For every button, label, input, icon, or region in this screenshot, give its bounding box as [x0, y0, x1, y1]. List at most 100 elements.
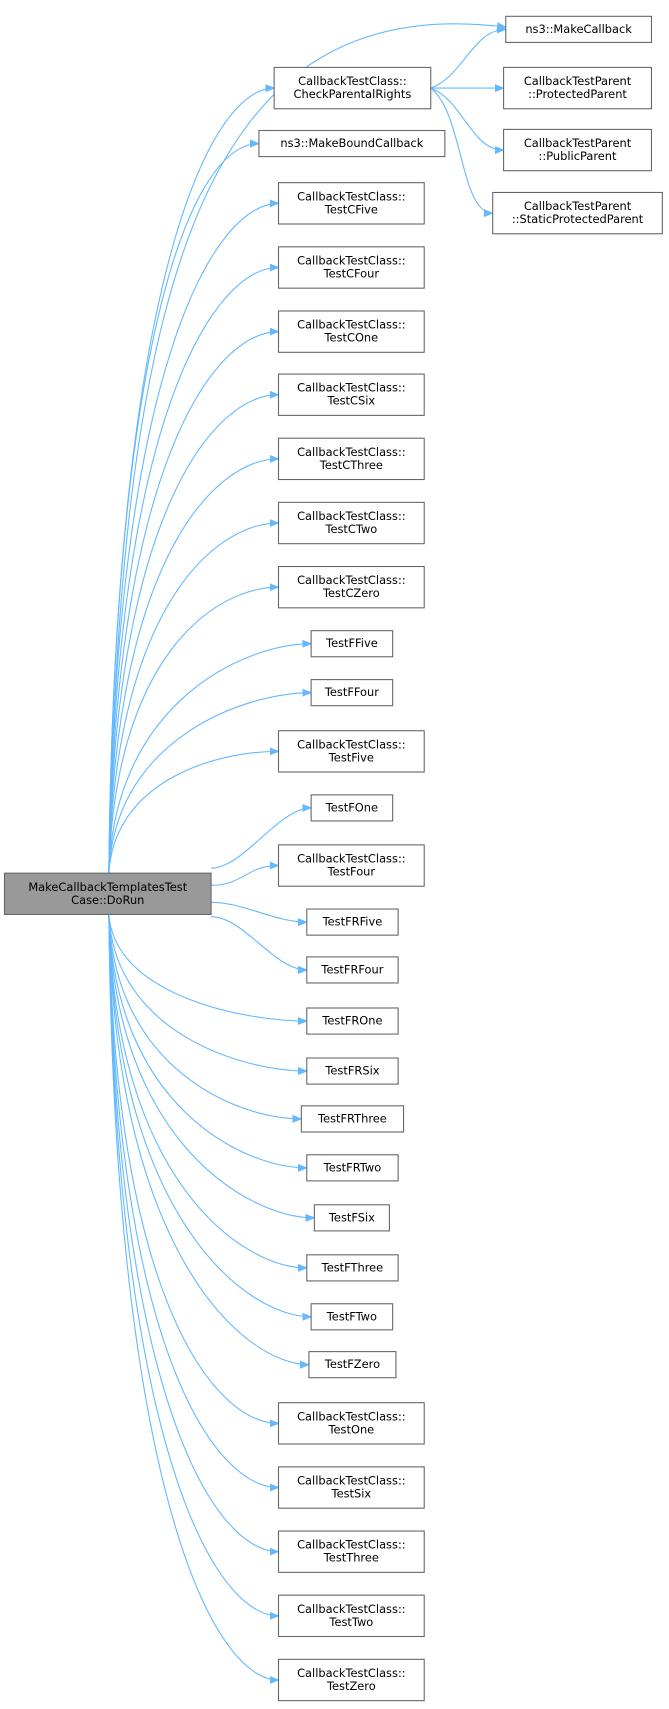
edge [108, 914, 311, 1316]
node-label: CallbackTestClass:: [297, 852, 406, 866]
node-box [308, 1351, 397, 1379]
node: CallbackTestClass::TestSix [277, 1466, 425, 1509]
edge [108, 914, 301, 1118]
edge [108, 914, 307, 1071]
node: TestFRSix [306, 1057, 399, 1085]
node-label: CallbackTestClass:: [297, 1602, 406, 1616]
node-label: TestFRTwo [323, 1160, 382, 1174]
node-label: TestSix [331, 1487, 372, 1501]
edge [108, 914, 307, 1267]
edge [430, 29, 506, 89]
node-label: TestFFour [324, 685, 379, 699]
node-box [306, 1254, 399, 1282]
node-label: TestFRFour [320, 962, 383, 976]
node-label: CallbackTestClass:: [297, 737, 406, 751]
node: TestFRTwo [306, 1154, 399, 1182]
node: TestFRFour [306, 956, 399, 984]
node-label: CallbackTestClass:: [297, 1666, 406, 1680]
edge [211, 901, 307, 922]
node-box [277, 1530, 425, 1573]
node-box [492, 191, 663, 235]
node-label: TestCTwo [324, 522, 377, 536]
node-label: CallbackTestClass:: [297, 1409, 406, 1423]
node-label: CheckParentalRights [294, 87, 412, 101]
edge [108, 144, 259, 874]
node: CallbackTestClass::TestZero [277, 1658, 425, 1702]
node-label: CallbackTestClass:: [297, 573, 406, 587]
node-label: CallbackTestParent [524, 136, 632, 150]
node-label: CallbackTestClass:: [297, 189, 406, 203]
node-box [310, 1303, 394, 1331]
node: TestFSix [313, 1204, 390, 1232]
node-label: TestCZero [322, 586, 380, 600]
edge [211, 916, 307, 970]
edge [108, 332, 279, 874]
node: CallbackTestClass::TestThree [277, 1530, 425, 1573]
node-label: MakeCallbackTemplatesTest [28, 880, 187, 894]
edge [108, 914, 279, 1423]
node-label: TestFRSix [324, 1064, 379, 1078]
edge [108, 914, 279, 1615]
edge [211, 866, 278, 886]
edge [108, 24, 506, 874]
node-box [273, 66, 432, 110]
node: CallbackTestClass::TestCThree [277, 437, 425, 481]
node: CallbackTestClass::TestCSix [277, 373, 425, 416]
node-label: TestFZero [324, 1357, 380, 1371]
node-label: TestCFive [324, 202, 378, 216]
node-label: TestFROne [321, 1014, 382, 1028]
node-box [277, 437, 425, 481]
node: CallbackTestParent::StaticProtectedParen… [492, 191, 663, 235]
node: CallbackTestClass::TestFive [277, 730, 425, 773]
node-box [277, 565, 425, 609]
node: ns3::MakeBoundCallback [258, 129, 446, 158]
node: CallbackTestClass::TestTwo [277, 1594, 425, 1638]
node-label: ns3::MakeBoundCallback [280, 136, 423, 150]
node-box [277, 1402, 425, 1445]
node-box [306, 1057, 399, 1085]
nodes: MakeCallbackTemplatesTestCase::DoRunCall… [3, 15, 663, 1702]
edge [108, 644, 311, 874]
node: TestFThree [306, 1254, 399, 1282]
node: TestFFour [310, 679, 394, 707]
node-box [258, 129, 446, 158]
node-box [277, 246, 425, 289]
node-label: CallbackTestClass:: [297, 1474, 406, 1488]
node-box [306, 956, 399, 984]
node-label: TestThree [323, 1551, 379, 1565]
edge [108, 523, 279, 874]
node: TestFFive [310, 630, 394, 658]
node-box [277, 730, 425, 773]
node: CallbackTestClass::TestCZero [277, 565, 425, 609]
node: CallbackTestClass::CheckParentalRights [273, 66, 432, 110]
node-label: TestFour [327, 865, 376, 879]
node: CallbackTestParent::PublicParent [503, 128, 653, 172]
edge [108, 914, 279, 1551]
node: TestFZero [308, 1351, 397, 1379]
node-label: CallbackTestClass:: [298, 74, 407, 88]
node-label: CallbackTestClass:: [297, 318, 406, 332]
node: CallbackTestClass::TestFour [277, 844, 425, 887]
node-label: TestFFive [325, 636, 378, 650]
node-label: CallbackTestClass:: [297, 381, 406, 395]
node-label: TestFOne [325, 800, 378, 814]
edge [108, 751, 279, 874]
node-label: TestTwo [328, 1615, 373, 1629]
node-label: CallbackTestClass:: [297, 509, 406, 523]
node-box [306, 1007, 399, 1035]
node-box [310, 630, 394, 658]
edge [430, 87, 493, 213]
node: TestFRThree [300, 1105, 405, 1133]
edges [108, 24, 506, 1680]
node-label: CallbackTestParent [524, 74, 632, 88]
node-label: TestOne [328, 1422, 375, 1436]
node-box [310, 679, 394, 707]
edge [108, 914, 315, 1217]
node-label: TestCOne [324, 331, 379, 345]
node-box [3, 872, 212, 916]
node-box [306, 1154, 399, 1182]
node: TestFROne [306, 1007, 399, 1035]
edge [108, 914, 307, 1021]
